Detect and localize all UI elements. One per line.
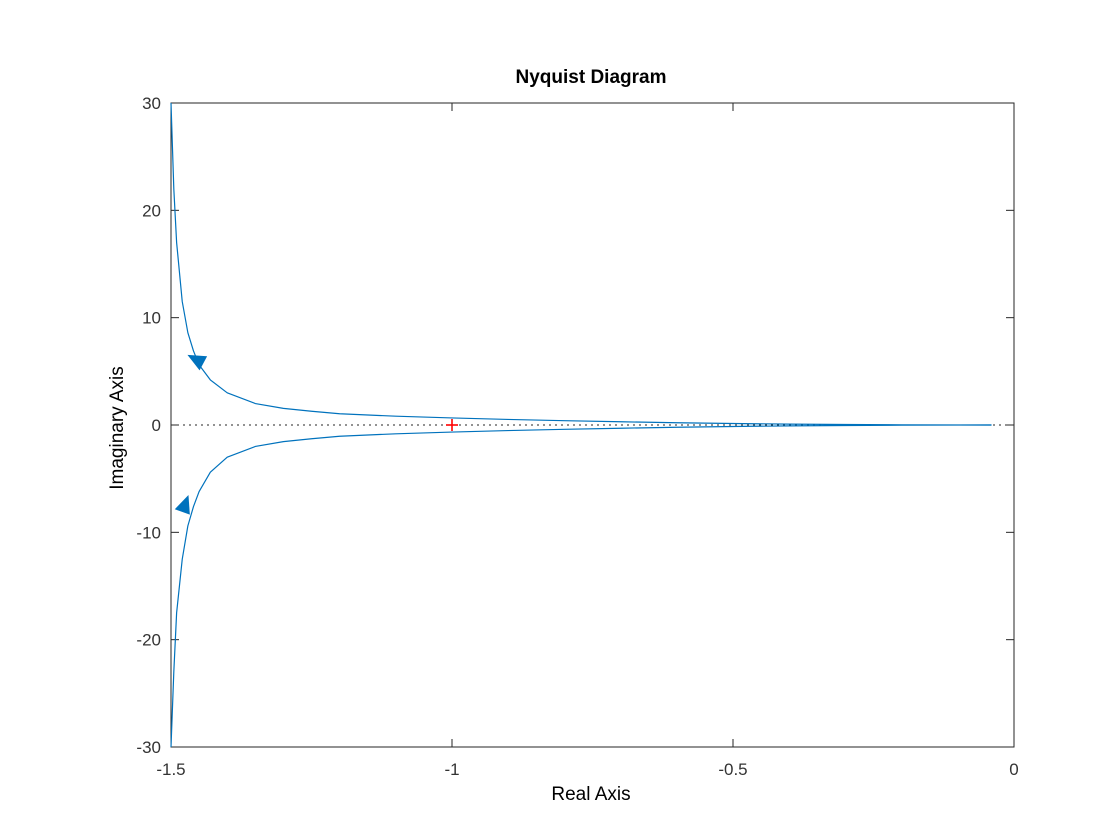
- x-tick-label: 0: [1009, 760, 1018, 779]
- y-tick-label: -20: [136, 631, 161, 650]
- y-tick-label: 30: [142, 94, 161, 113]
- arrows-layer: [174, 354, 208, 515]
- marker-layer: [446, 419, 458, 431]
- y-tick-label: 20: [142, 201, 161, 220]
- y-tick-label: 10: [142, 309, 161, 328]
- ticks-layer: -1.5 -1 -0.5 0 -30 -20 -10 0 10 20 30: [136, 94, 1018, 779]
- plot-area: -1.5 -1 -0.5 0 -30 -20 -10 0 10 20 30: [136, 94, 1018, 779]
- chart-title: Nyquist Diagram: [516, 67, 667, 88]
- x-tick-label: -1: [444, 760, 459, 779]
- y-axis-label: Imaginary Axis: [107, 366, 128, 490]
- y-tick-label: -30: [136, 738, 161, 757]
- direction-arrow-2: [174, 495, 190, 515]
- x-axis-label: Real Axis: [551, 784, 630, 805]
- series-line-1: [170, 102, 992, 426]
- direction-arrow-1: [187, 354, 208, 371]
- y-tick-label: -10: [136, 523, 161, 542]
- x-tick-label: -0.5: [718, 760, 747, 779]
- series-line-2: [170, 424, 992, 748]
- x-tick-label: -1.5: [156, 760, 185, 779]
- y-tick-label: 0: [152, 416, 161, 435]
- series-layer: [170, 102, 992, 748]
- critical-point-marker: [446, 419, 458, 431]
